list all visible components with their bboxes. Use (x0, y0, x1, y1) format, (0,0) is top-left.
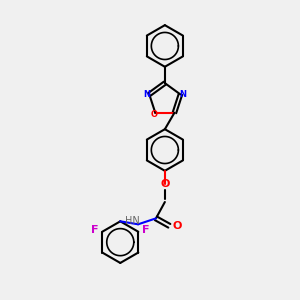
Text: O: O (150, 110, 157, 119)
Text: N: N (144, 90, 151, 99)
Text: F: F (91, 225, 99, 235)
Text: HN: HN (125, 216, 140, 226)
Text: F: F (142, 225, 149, 235)
Text: N: N (179, 90, 186, 99)
Text: O: O (172, 221, 182, 231)
Text: O: O (160, 179, 170, 189)
